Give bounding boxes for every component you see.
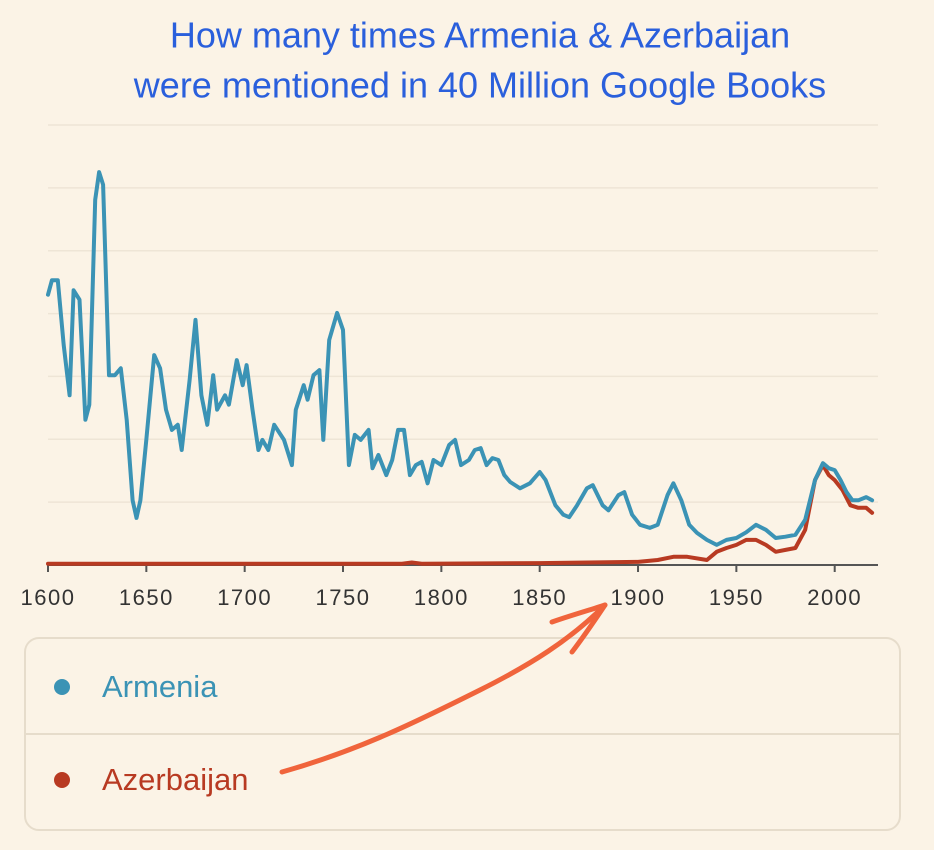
x-tick-label: 1950: [709, 585, 764, 610]
series-line: [46, 463, 875, 566]
chart-title: were mentioned in 40 Million Google Book…: [133, 65, 826, 106]
x-tick-label: 1750: [316, 585, 371, 610]
series-line: [46, 170, 875, 547]
chart-title: How many times Armenia & Azerbaijan: [170, 15, 790, 56]
grid: 1600 1650 1700 1750 1800 1850 1900 1950 2000: [21, 124, 878, 610]
x-tick-label: 2000: [807, 585, 862, 610]
x-tick-label: 1900: [611, 585, 666, 610]
legend-label: Armenia: [102, 669, 218, 704]
legend-label: Azerbaijan: [102, 762, 248, 797]
legend-marker: [54, 772, 70, 788]
legend-marker: [54, 679, 70, 695]
annotation-arrow: [279, 602, 608, 775]
plot-lines: [46, 170, 875, 566]
x-tick-label: 1600: [21, 585, 76, 610]
x-tick-label: 1650: [119, 585, 174, 610]
x-tick-label: 1700: [217, 585, 272, 610]
x-tick-label: 1850: [512, 585, 567, 610]
annotation-arrowhead: [549, 602, 608, 655]
legend: Armenia Azerbaijan: [54, 669, 248, 797]
x-tick-label: 1800: [414, 585, 469, 610]
